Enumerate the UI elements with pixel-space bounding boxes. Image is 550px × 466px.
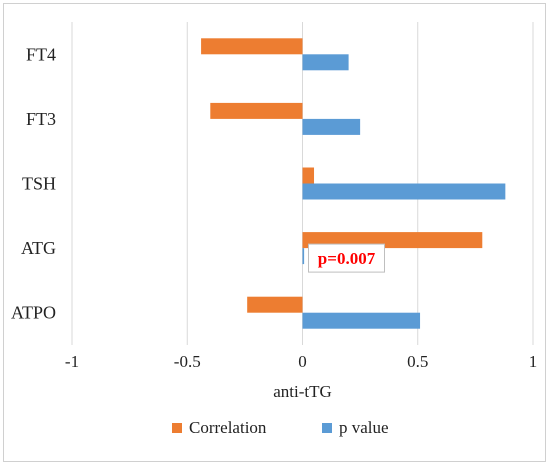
bar-correlation-atpo (247, 296, 303, 313)
x-tick-label-0: -1 (65, 352, 79, 371)
x-tick-label-2: 0 (298, 352, 307, 371)
legend-swatch-p-value (322, 423, 332, 433)
legend-label-p-value: p value (339, 418, 389, 437)
x-axis-title: anti-tTG (273, 382, 332, 401)
gridlines (71, 22, 534, 345)
category-label-atg: ATG (21, 238, 56, 258)
bar-p-value-ft4 (302, 54, 349, 71)
legend-label-correlation: Correlation (189, 418, 267, 437)
annotation-text: p=0.007 (318, 249, 376, 268)
bar-p-value-ft3 (302, 118, 361, 135)
bar-correlation-ft4 (201, 38, 303, 55)
bar-p-value-atg (302, 248, 305, 265)
bar-p-value-atpo (302, 312, 421, 329)
legend-swatch-correlation (172, 423, 182, 433)
x-tick-label-3: 0.5 (407, 352, 428, 371)
x-tick-label-4: 1 (529, 352, 538, 371)
bar-correlation-ft3 (210, 102, 303, 119)
category-label-ft4: FT4 (26, 44, 56, 64)
legend: Correlation p value (172, 418, 389, 437)
x-tick-labels: -1 -0.5 0 0.5 1 (65, 352, 537, 371)
category-label-tsh: TSH (22, 174, 56, 194)
bars (201, 38, 506, 329)
annotation-box (308, 243, 385, 273)
category-label-atpo: ATPO (11, 303, 56, 323)
annotation: p=0.007 (308, 243, 385, 273)
bar-correlation-tsh (302, 167, 315, 184)
category-labels: FT4 FT3 TSH ATG ATPO (11, 44, 56, 322)
category-label-ft3: FT3 (26, 109, 56, 129)
bar-p-value-tsh (302, 183, 506, 200)
x-tick-label-1: -0.5 (174, 352, 201, 371)
